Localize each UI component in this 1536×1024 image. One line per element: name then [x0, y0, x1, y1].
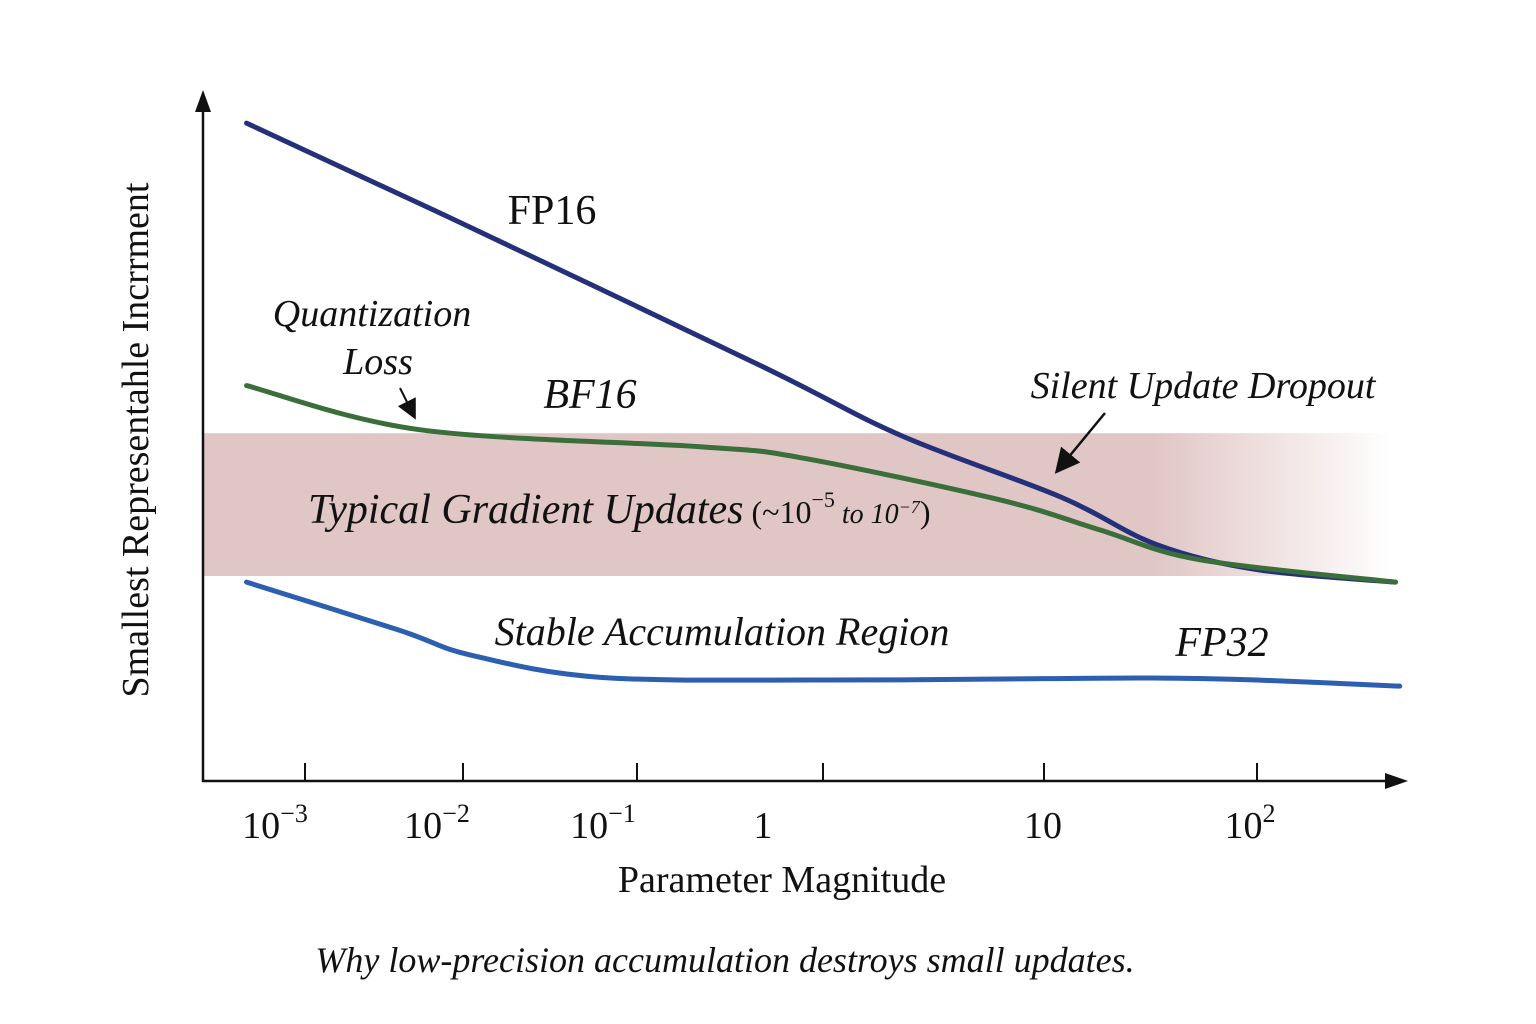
band-label: Typical Gradient Updates (~10−5 to 10−7) [308, 487, 931, 533]
y-axis-label: Smallest Representahle Incrrment [115, 182, 157, 697]
x-tick-label: 10−3 [242, 799, 308, 847]
series-line-fp32 [244, 579, 1403, 689]
x-axis-label: Parameter Magnitude [618, 859, 946, 901]
series-layer [244, 120, 1403, 689]
quantization-loss-label-line1: Quantization [273, 293, 471, 335]
silent-update-dropout-arrow-icon [1054, 412, 1106, 474]
stable-region-label: Stable Accumulation Region [495, 609, 950, 654]
silent-update-dropout-label: Silent Update Dropout [1031, 365, 1377, 407]
fp16-label: FP16 [508, 188, 597, 234]
bf16-label: BF16 [543, 372, 636, 418]
x-tick-label: 10 [1024, 805, 1062, 847]
y-axis-arrow-icon [195, 90, 211, 112]
quantization-loss-label-line2: Loss [342, 341, 413, 383]
x-tick-label: 10−2 [404, 799, 470, 847]
series-line-bf16 [244, 383, 1398, 585]
x-axis-arrow-icon [1385, 773, 1408, 789]
x-tick-label: 102 [1225, 799, 1276, 847]
x-ticks: 10−3 10−2 10−1 1 10 102 [242, 763, 1276, 847]
quantization-loss-arrow-icon [397, 387, 416, 420]
caption: Why low-precision accumulation destroys … [315, 940, 1134, 980]
x-tick-label: 1 [754, 805, 773, 847]
fp32-label: FP32 [1174, 620, 1268, 666]
x-tick-label: 10−1 [570, 799, 636, 847]
